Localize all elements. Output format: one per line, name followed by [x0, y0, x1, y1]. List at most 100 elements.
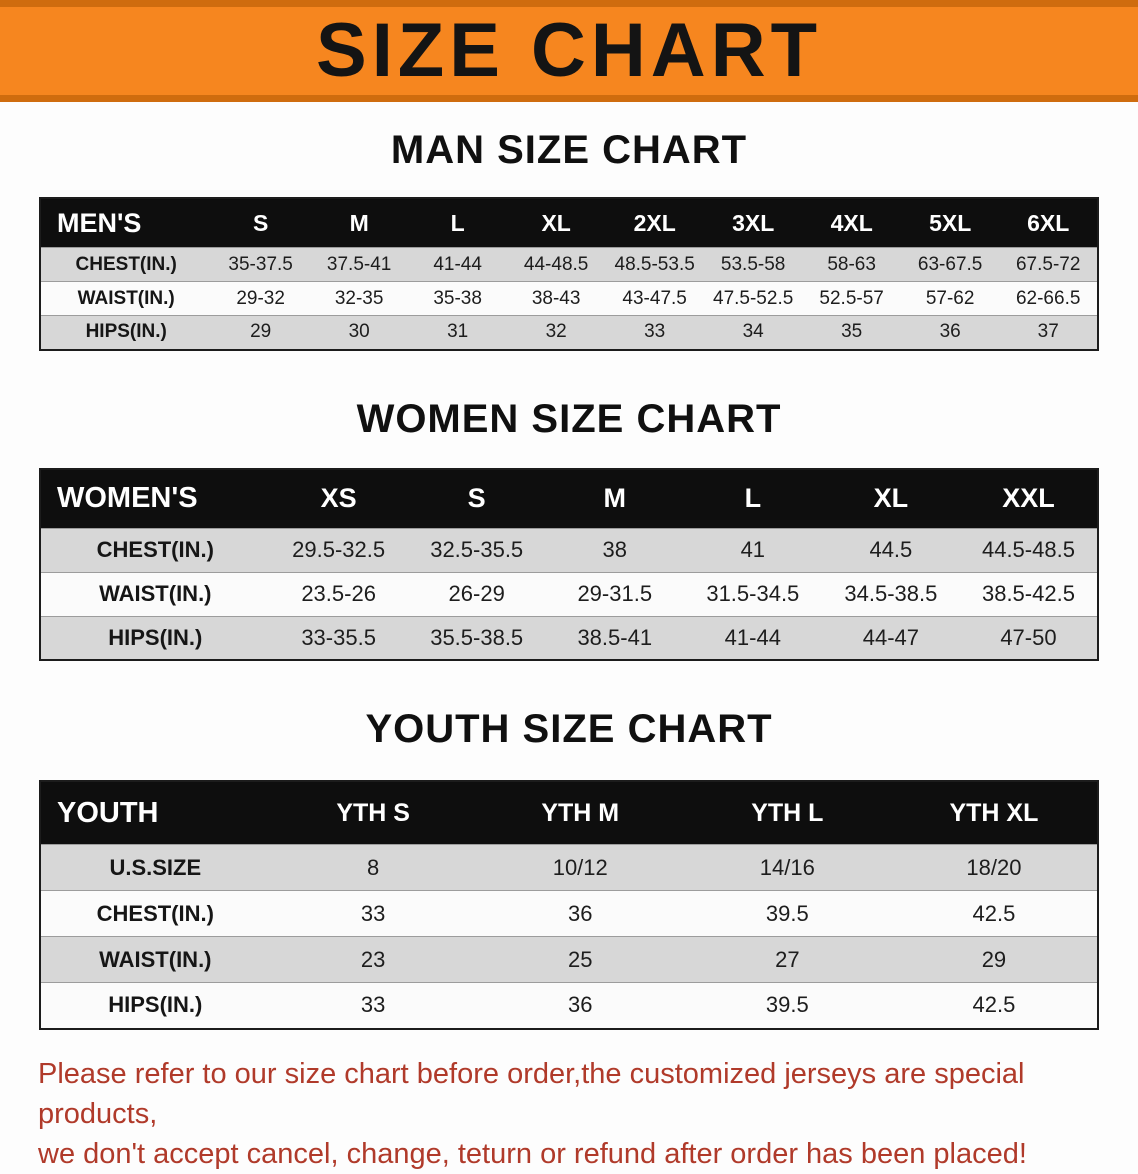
table-row: CHEST(IN.) 29.5-32.5 32.5-35.5 38 41 44.5 44.5…	[40, 528, 1098, 572]
size-header-cell: S	[211, 198, 310, 248]
youth-section-heading: YOUTH SIZE CHART	[365, 707, 773, 751]
table-title-cell: YOUTH	[40, 781, 270, 845]
size-header-cell: S	[407, 468, 546, 528]
value-cell: 38	[602, 537, 627, 562]
value-cell: 48.5-53.5	[614, 253, 695, 275]
value-cell: 10/12	[552, 854, 608, 880]
value-cell: 31	[447, 321, 469, 343]
size-header-cell: L	[683, 468, 822, 528]
value-cell: 44.5-48.5	[981, 537, 1075, 562]
header-row: MEN'S S M L XL 2XL 3XL 4XL 5XL 6XL	[40, 198, 1098, 248]
value-cell: 43-47.5	[622, 287, 687, 309]
value-cell: 27	[775, 946, 800, 972]
row-label-cell: HIPS(IN.)	[108, 624, 203, 650]
table-row: CHEST(IN.) 33 36 39.5 42.5	[40, 890, 1098, 937]
value-cell: 47.5-52.5	[713, 287, 794, 309]
disclaimer-text: Please refer to our size chart before or…	[38, 1054, 1100, 1174]
size-header-cell: 4XL	[802, 198, 901, 248]
size-header-cell: XXL	[959, 468, 1098, 528]
table-row: HIPS(IN.) 33-35.5 35.5-38.5 38.5-41 41-44 44-…	[40, 616, 1098, 660]
value-cell: 29.5-32.5	[292, 537, 386, 562]
row-label-cell: CHEST(IN.)	[75, 253, 177, 275]
row-label-cell: CHEST(IN.)	[96, 900, 214, 926]
value-cell: 29-32	[236, 287, 285, 309]
value-cell: 26-29	[448, 581, 505, 606]
value-cell: 41-44	[724, 624, 781, 650]
value-cell: 33	[360, 900, 386, 926]
header-row: WOMEN'S XS S M L XL XXL	[40, 468, 1098, 528]
value-cell: 33	[360, 992, 386, 1018]
disclaimer-line-2: we don't accept cancel, change, teturn o…	[38, 1137, 1027, 1170]
table-title-cell: MEN'S	[40, 198, 212, 248]
value-cell: 38-43	[531, 287, 581, 309]
value-cell: 39.5	[765, 992, 809, 1018]
value-cell: 31.5-34.5	[706, 581, 800, 606]
value-cell: 33-35.5	[301, 624, 376, 650]
value-cell: 39.5	[765, 900, 809, 926]
value-cell: 53.5-58	[720, 253, 786, 275]
value-cell: 52.5-57	[819, 287, 884, 309]
row-label-cell: HIPS(IN.)	[108, 992, 203, 1018]
women-size-table: WOMEN'S XS S M L XL XXL CHEST(IN.) 29.5-32.5 32.5…	[39, 467, 1099, 661]
value-cell: 34.5-38.5	[844, 581, 938, 606]
size-header-cell: L	[408, 198, 507, 248]
value-cell: 38.5-41	[577, 624, 653, 650]
row-label-cell: WAIST(IN.)	[99, 581, 212, 606]
table-row: WAIST(IN.) 29-32 32-35 35-38 38-43 43-47.5 47.…	[40, 281, 1098, 316]
value-cell: 29-31.5	[577, 581, 653, 606]
size-header-cell: XL	[506, 198, 606, 248]
value-cell: 18/20	[966, 854, 1022, 880]
size-header-cell: M	[545, 468, 684, 528]
value-cell: 36	[567, 992, 593, 1018]
value-cell: 32	[545, 321, 567, 343]
row-label-cell: HIPS(IN.)	[85, 321, 167, 343]
size-header-cell: 3XL	[703, 198, 803, 248]
value-cell: 35-38	[433, 287, 482, 309]
value-cell: 34	[742, 321, 764, 343]
size-header-cell: YTH XL	[890, 781, 1098, 845]
value-cell: 47-50	[1000, 624, 1057, 650]
size-chart-title: SIZE CHART	[316, 8, 822, 93]
header-row: YOUTH YTH S YTH M YTH L YTH XL	[40, 781, 1098, 845]
value-cell: 44.5	[869, 537, 913, 562]
value-cell: 35	[841, 321, 863, 343]
size-header-cell: 2XL	[605, 198, 704, 248]
value-cell: 37	[1037, 321, 1059, 343]
row-label-cell: WAIST(IN.)	[77, 287, 175, 309]
row-label-cell: CHEST(IN.)	[96, 537, 214, 562]
value-cell: 23.5-26	[301, 581, 376, 606]
value-cell: 41	[740, 537, 766, 562]
value-cell: 23	[360, 946, 386, 972]
row-label-cell: U.S.SIZE	[109, 854, 202, 880]
value-cell: 30	[348, 321, 370, 343]
value-cell: 42.5	[972, 992, 1016, 1018]
table-row: HIPS(IN.) 33 36 39.5 42.5	[40, 982, 1098, 1029]
table-row: U.S.SIZE 8 10/12 14/16 18/20	[40, 844, 1098, 891]
value-cell: 63-67.5	[917, 253, 983, 275]
size-header-cell: YTH S	[269, 781, 477, 845]
value-cell: 38.5-42.5	[981, 581, 1075, 606]
value-cell: 36	[939, 321, 961, 343]
value-cell: 42.5	[972, 900, 1016, 926]
value-cell: 35.5-38.5	[430, 624, 524, 650]
table-row: WAIST(IN.) 23.5-26 26-29 29-31.5 31.5-34.5 34…	[40, 572, 1098, 616]
value-cell: 44-48.5	[523, 253, 589, 275]
size-chart-banner: SIZE CHART	[0, 0, 1138, 102]
value-cell: 29	[250, 321, 272, 343]
value-cell: 58-63	[827, 253, 876, 275]
men-size-table: MEN'S S M L XL 2XL 3XL 4XL 5XL 6XL CHEST(IN.) 35-37…	[39, 197, 1099, 351]
youth-size-table: YOUTH YTH S YTH M YTH L YTH XL U.S.SIZE 8 10/12…	[39, 780, 1099, 1030]
size-header-cell: 5XL	[900, 198, 1000, 248]
size-header-cell: XS	[269, 468, 408, 528]
size-header-cell: M	[309, 198, 409, 248]
value-cell: 8	[367, 854, 380, 880]
disclaimer-line-1: Please refer to our size chart before or…	[38, 1057, 1025, 1130]
value-cell: 32.5-35.5	[430, 537, 524, 562]
value-cell: 32-35	[334, 287, 384, 309]
women-section-heading: WOMEN SIZE CHART	[356, 396, 782, 441]
row-label-cell: WAIST(IN.)	[99, 946, 212, 972]
size-header-cell: YTH M	[476, 781, 684, 845]
table-title-cell: WOMEN'S	[40, 468, 270, 528]
value-cell: 37.5-41	[326, 253, 392, 275]
size-header-cell: XL	[821, 468, 960, 528]
